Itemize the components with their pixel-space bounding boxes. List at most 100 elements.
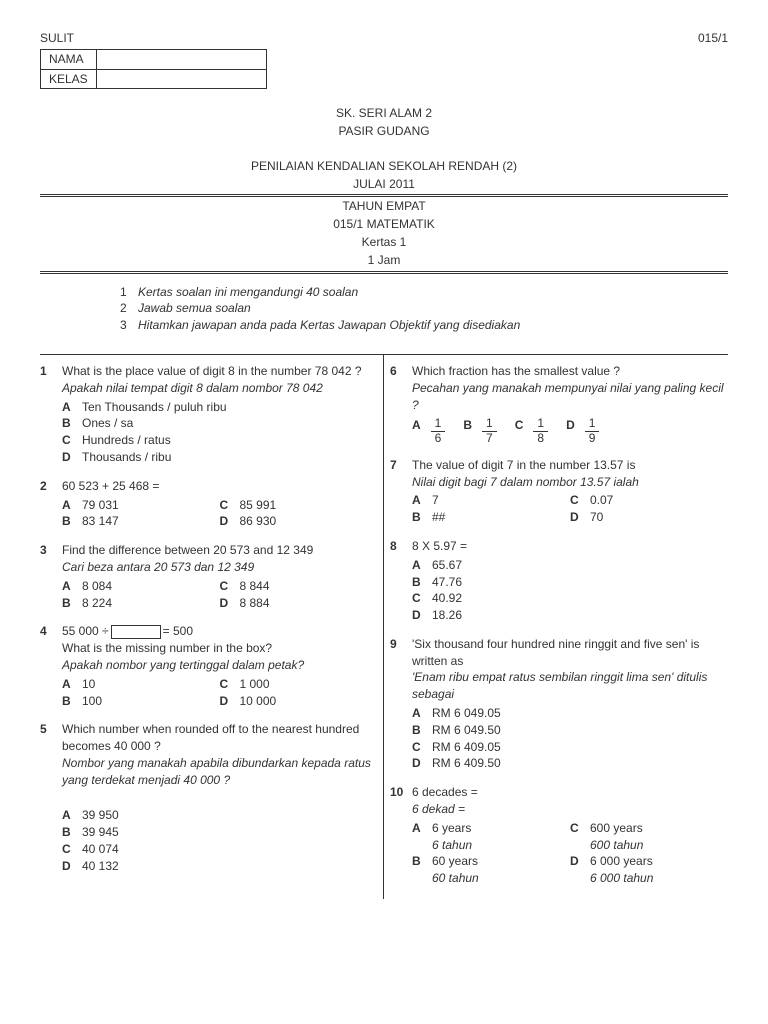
question-9: 9 'Six thousand four hundred nine ringgi… xyxy=(390,636,728,772)
option-text: 86 930 xyxy=(240,513,277,530)
q-number: 8 xyxy=(390,538,412,624)
option-letter: C xyxy=(220,497,240,514)
q-text-en: Which fraction has the smallest value ? xyxy=(412,363,728,380)
option-text: 600 years xyxy=(590,820,643,837)
option-text: 85 991 xyxy=(240,497,277,514)
option-letter: C xyxy=(412,739,432,756)
option-text: 8 884 xyxy=(240,595,270,612)
option-letter: A xyxy=(412,820,432,837)
option-text: 70 xyxy=(590,509,603,526)
duration: 1 Jam xyxy=(40,252,728,269)
option-letter: C xyxy=(220,578,240,595)
q-number: 10 xyxy=(390,784,412,887)
q-number: 1 xyxy=(40,363,62,466)
option-text: 10 000 xyxy=(240,693,277,710)
option-letter: D xyxy=(570,853,590,870)
option-letter: A xyxy=(412,557,432,574)
option-text: 8 084 xyxy=(82,578,112,595)
q-text: 60 523 + 25 468 = xyxy=(62,478,377,495)
q-text-en: Which number when rounded off to the nea… xyxy=(62,721,377,755)
question-6: 6 Which fraction has the smallest value … xyxy=(390,363,728,445)
option-text: 65.67 xyxy=(432,557,462,574)
option-letter: B xyxy=(412,509,432,526)
exam-title: PENILAIAN KENDALIAN SEKOLAH RENDAH (2) xyxy=(40,158,728,175)
option-letter: A xyxy=(62,676,82,693)
question-8: 8 8 X 5.97 = A65.67 B47.76 C40.92 D18.26 xyxy=(390,538,728,624)
option-text: Thousands / ribu xyxy=(82,449,171,466)
exam-month: JULAI 2011 xyxy=(40,176,728,193)
option-text: 6 years xyxy=(432,820,471,837)
option-letter: D xyxy=(62,858,82,875)
question-10: 10 6 decades = 6 dekad = A6 years C600 y… xyxy=(390,784,728,887)
year-level: TAHUN EMPAT xyxy=(40,198,728,215)
option-letter: C xyxy=(515,417,524,434)
question-4: 4 55 000 ÷= 500 What is the missing numb… xyxy=(40,623,377,709)
answer-box xyxy=(111,625,161,639)
q-text-my: 'Enam ribu empat ratus sembilan ringgit … xyxy=(412,669,728,703)
option-text: 18.26 xyxy=(432,607,462,624)
option-text: 83 147 xyxy=(82,513,119,530)
kelas-label: KELAS xyxy=(41,69,97,89)
option-letter: C xyxy=(412,590,432,607)
option-text: Hundreds / ratus xyxy=(82,432,171,449)
q-text-my: Apakah nilai tempat digit 8 dalam nombor… xyxy=(62,380,377,397)
option-sub: 6 000 tahun xyxy=(590,870,653,887)
instr-num: 3 xyxy=(120,317,138,334)
q-expression: 55 000 ÷= 500 xyxy=(62,623,377,640)
option-letter: A xyxy=(62,578,82,595)
instruction-2: Jawab semua soalan xyxy=(138,300,251,317)
paper-code: 015/1 xyxy=(698,30,728,47)
option-letter: C xyxy=(220,676,240,693)
option-letter: B xyxy=(62,824,82,841)
option-text: RM 6 049.05 xyxy=(432,705,501,722)
q-text-my: Nombor yang manakah apabila dibundarkan … xyxy=(62,755,377,789)
nama-label: NAMA xyxy=(41,49,97,69)
option-text: Ten Thousands / puluh ribu xyxy=(82,399,227,416)
option-text: 10 xyxy=(82,676,95,693)
option-letter: B xyxy=(62,415,82,432)
q-text-en: What is the missing number in the box? xyxy=(62,640,377,657)
q-text-my: Pecahan yang manakah mempunyai nilai yan… xyxy=(412,380,728,414)
option-text: 60 years xyxy=(432,853,478,870)
option-letter: D xyxy=(220,595,240,612)
option-letter: A xyxy=(412,492,432,509)
q-number: 4 xyxy=(40,623,62,709)
fraction: 18 xyxy=(533,417,548,444)
q-text-en: What is the place value of digit 8 in th… xyxy=(62,363,377,380)
question-3: 3 Find the difference between 20 573 and… xyxy=(40,542,377,611)
option-letter: B xyxy=(412,853,432,870)
instruction-3: Hitamkan jawapan anda pada Kertas Jawapa… xyxy=(138,317,520,334)
option-text: 79 031 xyxy=(82,497,119,514)
option-text: 1 000 xyxy=(240,676,270,693)
paper: Kertas 1 xyxy=(40,234,728,251)
q-text-en: The value of digit 7 in the number 13.57… xyxy=(412,457,728,474)
option-letter: D xyxy=(62,449,82,466)
nama-field[interactable] xyxy=(96,49,266,69)
q-number: 2 xyxy=(40,478,62,530)
divider xyxy=(40,194,728,197)
kelas-field[interactable] xyxy=(96,69,266,89)
option-letter: C xyxy=(570,820,590,837)
q-text-my: 6 dekad = xyxy=(412,801,728,818)
option-text: 0.07 xyxy=(590,492,613,509)
option-text: 40 132 xyxy=(82,858,119,875)
option-letter: D xyxy=(220,693,240,710)
option-text: 8 844 xyxy=(240,578,270,595)
option-text: RM 6 409.05 xyxy=(432,739,501,756)
q-number: 7 xyxy=(390,457,412,526)
option-letter: B xyxy=(62,595,82,612)
q-text-en: 'Six thousand four hundred nine ringgit … xyxy=(412,636,728,670)
option-sub: 6 tahun xyxy=(432,837,472,854)
divider xyxy=(40,271,728,274)
fraction: 19 xyxy=(585,417,600,444)
option-text: RM 6 409.50 xyxy=(432,755,501,772)
option-sub: 600 tahun xyxy=(590,837,643,854)
q-text-en: Find the difference between 20 573 and 1… xyxy=(62,542,377,559)
q-number: 3 xyxy=(40,542,62,611)
option-text: 8 224 xyxy=(82,595,112,612)
q-text-en: 6 decades = xyxy=(412,784,728,801)
fraction: 17 xyxy=(482,417,497,444)
student-info-table: NAMA KELAS xyxy=(40,49,267,90)
classification: SULIT xyxy=(40,30,74,47)
option-letter: D xyxy=(566,417,575,434)
